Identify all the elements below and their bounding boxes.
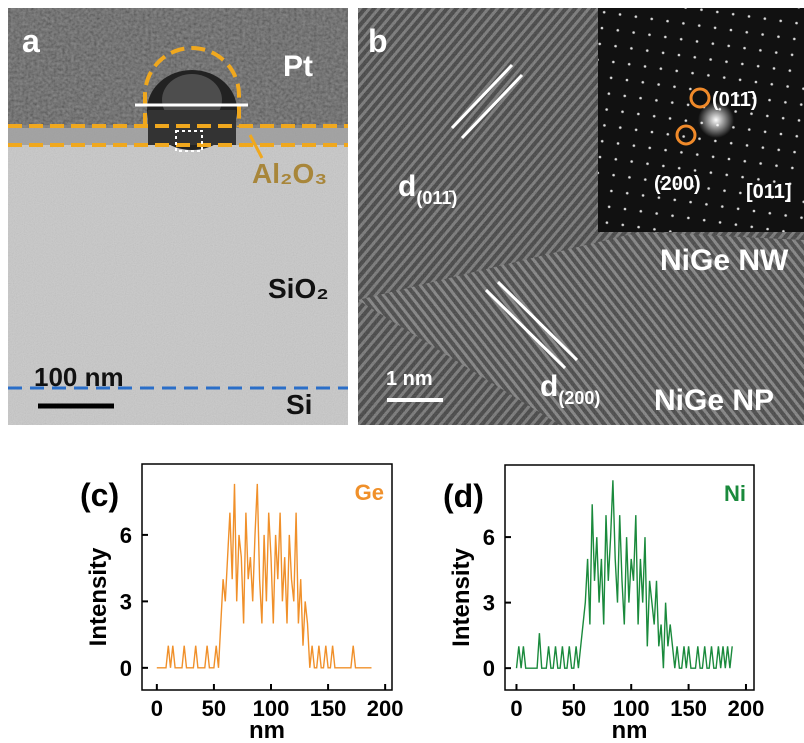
y-tick-label: 3 — [120, 589, 132, 614]
y-tick-label: 0 — [483, 656, 495, 681]
d-index: (200) — [558, 388, 600, 408]
nw-label: NiGe NW — [660, 244, 789, 277]
y-tick-label: 6 — [120, 523, 132, 548]
x-tick-label: 150 — [310, 696, 347, 721]
scale-label: 1 nm — [386, 368, 433, 390]
x-tick-label: 0 — [151, 696, 163, 721]
y-tick-label: 6 — [483, 525, 495, 550]
panel-a: a Pt Al₂O₃ SiO₂ 100 nm Si — [8, 8, 348, 425]
pt-label: Pt — [283, 50, 313, 83]
panel-label: (c) — [80, 477, 119, 513]
x-axis-title: nm — [612, 717, 648, 743]
x-tick-label: 0 — [510, 696, 522, 721]
d-index: (011̄) — [416, 188, 457, 208]
panel-label: a — [22, 23, 40, 59]
spot-label: (200) — [654, 173, 701, 195]
panel-b: b d(011̄) d(200) (011̄) (200) [011] NiGe… — [358, 8, 804, 425]
x-tick-label: 50 — [202, 696, 226, 721]
legend-entry: Ni — [724, 481, 746, 506]
x-tick-label: 200 — [367, 696, 404, 721]
y-axis-title: Intensity — [85, 547, 112, 646]
data-line — [157, 484, 372, 668]
d-letter: d — [540, 370, 558, 403]
y-tick-label: 3 — [483, 591, 495, 616]
panel-label: b — [368, 23, 388, 59]
zone-axis: [011] — [746, 181, 792, 203]
y-tick-label: 0 — [120, 656, 132, 681]
legend-entry: Ge — [355, 480, 384, 505]
spot-label: (011̄) — [712, 89, 758, 111]
x-tick-label: 200 — [728, 696, 765, 721]
x-tick-label: 50 — [562, 696, 586, 721]
x-tick-label: 150 — [670, 696, 707, 721]
y-axis-title: Intensity — [448, 548, 475, 647]
sio2-label: SiO₂ — [268, 273, 329, 304]
si-label: Si — [286, 389, 312, 420]
d-letter: d — [398, 170, 416, 203]
plot-frame — [505, 465, 754, 690]
scale-label: 100 nm — [34, 362, 124, 392]
figure: a Pt Al₂O₃ SiO₂ 100 nm Si b d(011̄) d(20… — [0, 0, 804, 743]
data-line — [517, 480, 733, 668]
panel-label: (d) — [443, 478, 484, 514]
np-label: NiGe NP — [654, 384, 774, 417]
al2o3-label: Al₂O₃ — [252, 158, 327, 189]
x-axis-title: nm — [249, 717, 285, 743]
